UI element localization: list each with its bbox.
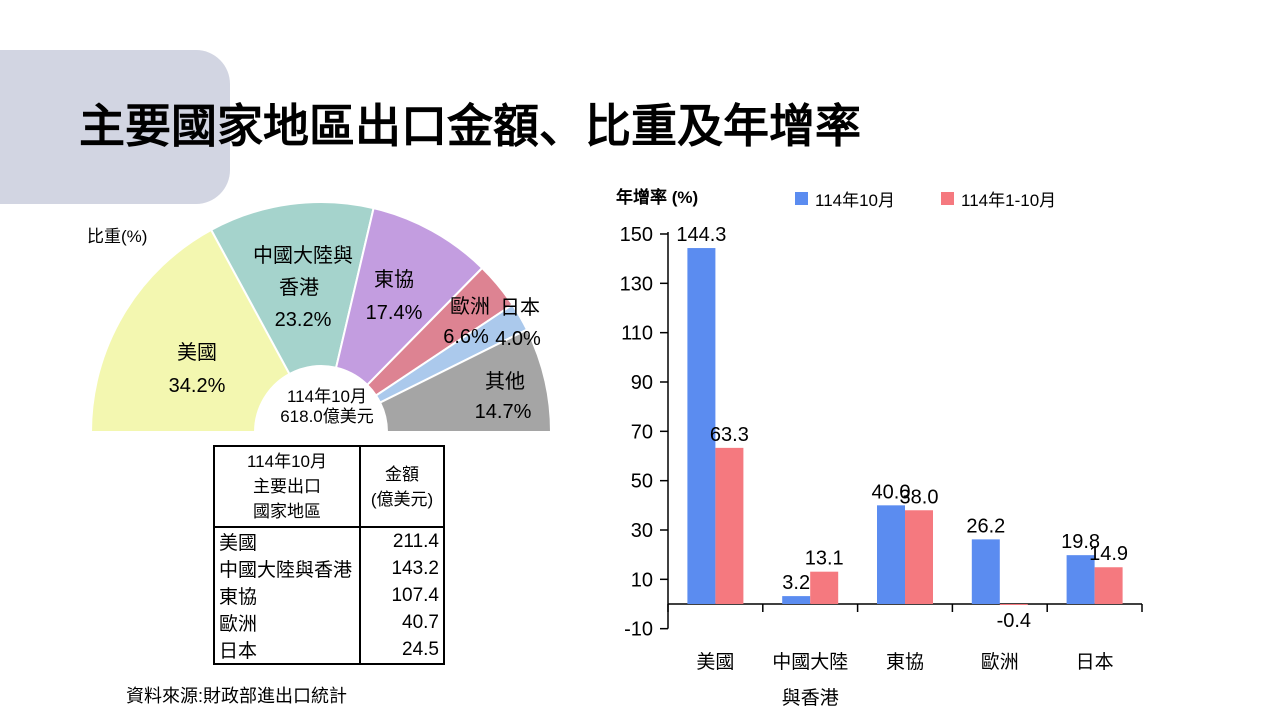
table-cell-region: 日本 — [219, 641, 258, 662]
table-row: 中國大陸與香港 143.2 — [214, 555, 444, 582]
legend-entry: 114年10月 — [795, 186, 895, 211]
table-cell-region: 美國 — [219, 533, 258, 554]
title-accent-box — [0, 50, 230, 204]
table-header-row: 114年10月 主要出口 國家地區 金額 (億美元) — [214, 446, 444, 528]
source-note: 資料來源:財政部進出口統計 — [126, 686, 347, 706]
pie-center-amount: 618.0億美元 — [280, 407, 374, 426]
bar-series1-cat4 — [1094, 567, 1123, 604]
bar-series1-cat0 — [715, 447, 744, 604]
y-tick-label: 130 — [620, 273, 653, 295]
bar-value-label: 13.1 — [805, 548, 844, 570]
x-category-label: 東協 — [886, 651, 924, 673]
y-tick-label: 10 — [631, 569, 653, 591]
bar-series0-cat0 — [687, 248, 716, 605]
legend-label: 114年1-10月 — [961, 191, 1057, 210]
table-header-line: 114年10月 — [246, 452, 327, 471]
table-row: 日本 24.5 — [214, 636, 444, 664]
table-row: 東協 107.4 — [214, 582, 444, 609]
table-cell-amount: 143.2 — [359, 555, 444, 582]
bar-chart-legend: 114年10月 114年1-10月 — [795, 186, 1056, 211]
table-cell-amount: 24.5 — [359, 636, 444, 664]
pie-slice-name: 日本 — [500, 296, 540, 319]
y-tick-label: -10 — [624, 619, 653, 641]
pie-slice-pct: 4.0% — [495, 328, 541, 350]
bar-series0-cat2 — [877, 505, 905, 604]
pie-slice-pct: 23.2% — [275, 309, 332, 331]
pie-slice-2 — [335, 207, 484, 386]
bar-axis-title: 年增率 (%) — [616, 188, 699, 207]
y-tick-label: 50 — [631, 471, 653, 493]
y-tick-label: 150 — [620, 224, 653, 246]
bar-series0-cat1 — [782, 596, 811, 604]
pie-slice-pct: 17.4% — [366, 302, 423, 324]
bar-value-label: -0.4 — [997, 610, 1031, 632]
y-tick-label: 70 — [631, 421, 653, 443]
x-category-label: 中國大陸 — [772, 651, 848, 673]
bar-value-label: 3.2 — [782, 572, 810, 594]
bar-series0-cat3 — [971, 539, 1000, 604]
bar-value-label: 19.8 — [1061, 531, 1100, 553]
pie-slice-5 — [379, 328, 553, 433]
legend-swatch-red-icon — [941, 192, 955, 205]
table-cell-amount: 107.4 — [359, 582, 444, 609]
bar-series1-cat3 — [999, 604, 1028, 605]
pie-slice-name: 東協 — [374, 268, 414, 291]
y-tick-label: 110 — [621, 323, 653, 345]
bar-series1-cat2 — [905, 510, 933, 604]
y-tick-label: 90 — [631, 372, 653, 394]
bar-value-label: 144.3 — [676, 224, 726, 246]
pie-slice-name: 歐洲 — [450, 295, 490, 318]
pie-slice-0 — [90, 228, 291, 433]
x-category-label: 歐洲 — [981, 651, 1019, 673]
bar-value-label: 14.9 — [1089, 543, 1128, 565]
table-cell-amount: 40.7 — [359, 609, 444, 636]
bar-value-label: 38.0 — [900, 486, 939, 508]
bar-value-label: 63.3 — [710, 424, 749, 446]
table-cell-region: 歐洲 — [219, 614, 258, 635]
table-header-amount: 金額 (億美元) — [359, 446, 444, 528]
bar-value-label: 26.2 — [966, 515, 1005, 537]
legend-entry: 114年1-10月 — [941, 186, 1056, 211]
table-header-line: 金額 — [385, 464, 419, 484]
x-category-label: 日本 — [1076, 651, 1114, 673]
legend-label: 114年10月 — [815, 191, 896, 210]
export-amount-table: 114年10月 主要出口 國家地區 金額 (億美元) 美國 211.4 中國大陸… — [213, 445, 445, 665]
pie-slice-name: 香港 — [279, 276, 319, 299]
pie-unit-label: 比重(%) — [87, 227, 148, 246]
table-header-line: 國家地區 — [253, 502, 321, 521]
pie-slice-name: 中國大陸與 — [253, 244, 353, 267]
table-row: 美國 211.4 — [214, 527, 444, 555]
pie-slice-pct: 34.2% — [169, 375, 226, 397]
table-header-region: 114年10月 主要出口 國家地區 — [214, 446, 360, 528]
x-category-label: 與香港 — [782, 687, 839, 709]
table-header-line: (億美元) — [370, 489, 434, 509]
pie-slice-pct: 6.6% — [443, 326, 489, 348]
bar-value-label: 40.0 — [872, 481, 911, 503]
bar-series1-cat1 — [810, 571, 839, 604]
pie-slice-1 — [210, 201, 375, 375]
table-row: 歐洲 40.7 — [214, 609, 444, 636]
pie-slice-pct: 14.7% — [475, 401, 532, 423]
bar-series0-cat4 — [1066, 555, 1095, 604]
slide-title: 主要國家地區出口金額、比重及年增率 — [79, 100, 861, 152]
pie-slice-name: 美國 — [177, 341, 217, 364]
table-cell-region: 中國大陸與香港 — [219, 560, 353, 581]
pie-center-period: 114年10月 — [286, 387, 367, 406]
table-cell-amount: 211.4 — [359, 527, 444, 555]
pie-slice-name: 其他 — [485, 370, 525, 393]
x-category-label: 美國 — [696, 651, 734, 673]
table-cell-region: 東協 — [219, 587, 258, 608]
y-tick-label: 30 — [631, 520, 653, 542]
table-header-line: 主要出口 — [253, 477, 321, 496]
legend-swatch-blue-icon — [795, 192, 808, 205]
pie-center-label: 114年10月 618.0億美元 — [237, 387, 417, 427]
